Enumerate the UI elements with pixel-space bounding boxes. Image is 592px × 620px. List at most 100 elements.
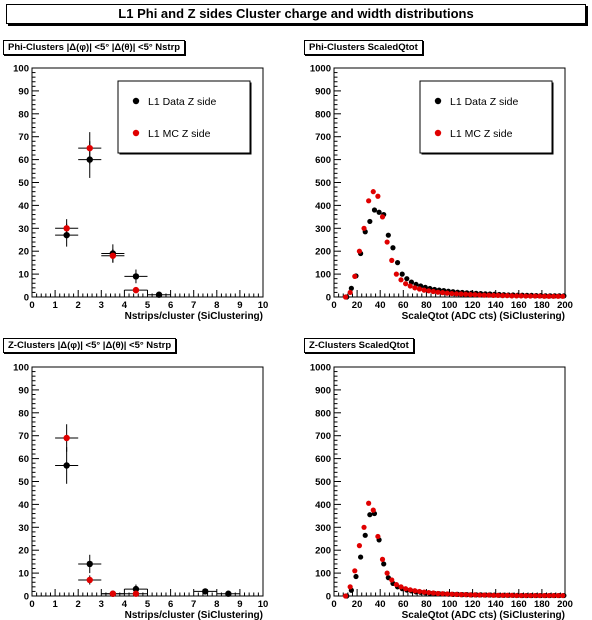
x-tick-label: 4 bbox=[122, 300, 128, 311]
x-tick-label: 10 bbox=[258, 599, 269, 610]
mc-point bbox=[421, 287, 427, 293]
x-tick-label: 8 bbox=[214, 599, 219, 610]
mc-point bbox=[481, 592, 487, 598]
mc-point bbox=[342, 294, 349, 300]
x-tick-label: 0 bbox=[29, 300, 34, 311]
y-tick-label: 80 bbox=[18, 109, 29, 120]
y-tick-label: 0 bbox=[326, 592, 331, 603]
legend-marker bbox=[132, 129, 140, 137]
mc-point bbox=[109, 590, 117, 597]
y-tick-label: 60 bbox=[18, 454, 29, 465]
x-tick-label: 6 bbox=[168, 300, 173, 311]
y-tick-label: 0 bbox=[24, 592, 29, 603]
mc-point bbox=[393, 581, 399, 588]
x-tick-label: 2 bbox=[76, 300, 81, 311]
data-point bbox=[358, 554, 364, 560]
mc-point bbox=[449, 290, 455, 297]
data-point bbox=[362, 532, 368, 538]
x-tick-label: 20 bbox=[352, 599, 363, 610]
data-point bbox=[399, 271, 405, 277]
legend-marker bbox=[434, 129, 442, 137]
panel-title-phi-nstrp: Phi-Clusters |Δ(φ)| <5° |Δ(θ)| <5° Nstrp bbox=[3, 40, 186, 55]
data-point bbox=[371, 207, 378, 213]
y-tick-label: 10 bbox=[18, 270, 29, 281]
mc-point bbox=[63, 434, 70, 442]
data-point bbox=[348, 285, 354, 291]
mc-point bbox=[536, 293, 543, 299]
mc-point bbox=[504, 293, 510, 299]
mc-point bbox=[403, 281, 409, 287]
x-tick-label: 0 bbox=[331, 300, 336, 311]
mc-point bbox=[453, 291, 460, 297]
mc-point bbox=[370, 507, 376, 513]
mc-point bbox=[463, 592, 469, 598]
mc-point bbox=[467, 291, 473, 298]
mc-point bbox=[495, 292, 501, 298]
mc-point bbox=[86, 576, 93, 584]
y-tick-label: 40 bbox=[18, 500, 29, 511]
mc-point bbox=[361, 225, 367, 231]
y-tick-label: 10 bbox=[18, 569, 29, 580]
x-tick-label: 8 bbox=[214, 300, 219, 311]
mc-point bbox=[444, 591, 450, 597]
mc-point bbox=[500, 592, 506, 598]
y-tick-label: 500 bbox=[315, 477, 331, 488]
mc-point bbox=[132, 590, 140, 597]
x-tick-label: 7 bbox=[191, 300, 196, 311]
y-tick-label: 80 bbox=[18, 408, 29, 419]
mc-point bbox=[398, 584, 404, 590]
x-axis-label: ScaleQtot (ADC cts) (SiClustering) bbox=[402, 311, 565, 322]
x-tick-label: 80 bbox=[421, 599, 432, 610]
mc-point bbox=[458, 592, 464, 598]
data-point bbox=[404, 276, 410, 282]
mc-point bbox=[467, 592, 473, 598]
x-tick-label: 3 bbox=[99, 300, 104, 311]
y-tick-label: 30 bbox=[18, 523, 29, 534]
x-tick-label: 0 bbox=[331, 599, 336, 610]
y-tick-label: 900 bbox=[315, 385, 331, 396]
x-tick-label: 9 bbox=[237, 599, 242, 610]
legend-label: L1 Data Z side bbox=[450, 96, 518, 108]
data-point bbox=[367, 218, 373, 225]
y-tick-label: 40 bbox=[18, 201, 29, 212]
legend-label: L1 MC Z side bbox=[148, 128, 211, 140]
plot-frame bbox=[333, 366, 566, 597]
mc-point bbox=[509, 592, 515, 598]
mc-point bbox=[356, 543, 363, 549]
legend-marker bbox=[132, 97, 140, 105]
mc-point bbox=[412, 285, 418, 291]
mc-point bbox=[472, 592, 478, 598]
y-tick-label: 30 bbox=[18, 224, 29, 235]
mc-point bbox=[384, 239, 390, 245]
x-tick-label: 1 bbox=[52, 300, 58, 311]
mc-point bbox=[550, 592, 557, 599]
mc-point bbox=[403, 586, 409, 592]
mc-point bbox=[523, 293, 529, 299]
mc-point bbox=[430, 590, 436, 596]
page-title: L1 Phi and Z sides Cluster charge and wi… bbox=[6, 4, 586, 24]
y-tick-label: 800 bbox=[315, 109, 331, 120]
y-tick-label: 100 bbox=[13, 64, 29, 75]
mc-point bbox=[412, 588, 418, 594]
mc-point bbox=[356, 248, 363, 254]
mc-point bbox=[555, 293, 561, 299]
x-tick-label: 180 bbox=[534, 599, 550, 610]
x-tick-label: 180 bbox=[534, 300, 550, 311]
y-tick-label: 70 bbox=[18, 431, 29, 442]
x-tick-label: 7 bbox=[191, 599, 196, 610]
x-tick-label: 80 bbox=[421, 300, 432, 311]
x-tick-label: 160 bbox=[511, 300, 527, 311]
data-point bbox=[390, 245, 396, 251]
data-point bbox=[385, 232, 391, 238]
y-tick-label: 800 bbox=[315, 408, 331, 419]
mc-point bbox=[536, 592, 543, 599]
y-tick-label: 90 bbox=[18, 86, 29, 97]
mc-point bbox=[132, 286, 140, 294]
mc-point bbox=[513, 293, 520, 299]
mc-point bbox=[453, 591, 460, 597]
mc-point bbox=[458, 291, 464, 297]
data-point bbox=[367, 512, 373, 518]
x-tick-label: 20 bbox=[352, 300, 363, 311]
y-tick-label: 200 bbox=[315, 247, 331, 258]
